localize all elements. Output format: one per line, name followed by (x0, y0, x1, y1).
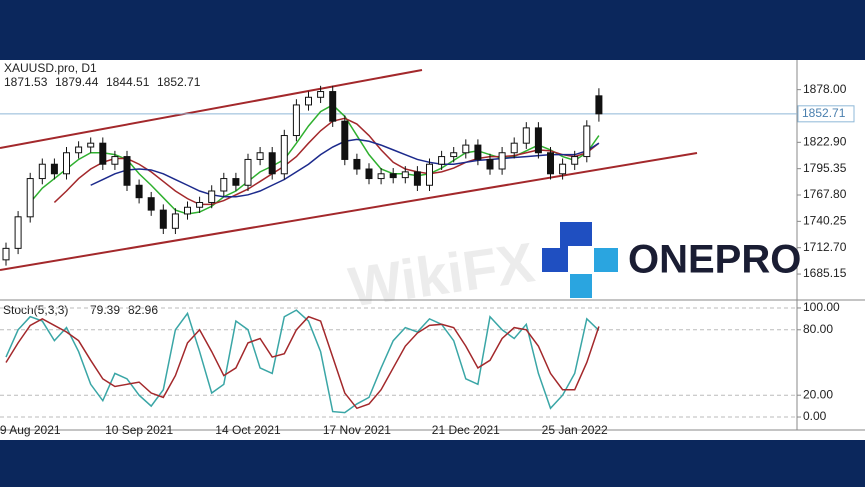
candle-body (280, 135, 288, 175)
y-tick-label: 1712.70 (803, 240, 847, 254)
candle-body (450, 152, 458, 158)
ohlc-header: 1871.53 1879.44 1844.51 1852.71 (4, 75, 201, 89)
candle-body (256, 152, 264, 160)
x-tick-label: 25 Jan 2022 (542, 423, 608, 437)
candle-body (2, 247, 10, 261)
candle-body (317, 91, 325, 98)
candle-body (196, 201, 204, 208)
channel-lower (0, 152, 698, 271)
ohlc-low: 1844.51 (106, 75, 150, 89)
y-tick-label: 1767.80 (803, 187, 847, 201)
candle-body (63, 152, 70, 175)
y-tick-label: 1878.00 (803, 82, 847, 96)
candle-body (341, 120, 349, 160)
x-tick-label: 14 Oct 2021 (215, 423, 281, 437)
y-tick-label: 80.00 (803, 322, 833, 336)
y-tick-label: 1822.90 (803, 134, 847, 148)
candle-body (401, 171, 409, 179)
current-price-box (797, 105, 855, 123)
candle-body (135, 184, 143, 199)
candle-body (292, 104, 300, 137)
y-tick-label: 1795.35 (803, 161, 847, 175)
chart-title: XAUUSD.pro, D1 (4, 61, 97, 75)
candle-body (547, 152, 554, 175)
candle-body (389, 173, 397, 179)
candle-body (220, 178, 228, 192)
candle-body (38, 163, 46, 180)
candle-body (583, 125, 591, 158)
candle-body (184, 206, 191, 215)
y-tick-label: 1740.25 (803, 214, 847, 228)
y-tick-label: 0.00 (803, 409, 827, 423)
candle-body (75, 146, 83, 154)
candle-body (559, 163, 567, 175)
candle-body (26, 178, 34, 218)
ohlc-close: 1852.71 (157, 75, 201, 89)
candle-body (534, 127, 542, 154)
candle-body (244, 158, 252, 186)
x-tick-label: 17 Nov 2021 (323, 423, 391, 437)
candle-body (595, 95, 603, 115)
candle-body (353, 158, 361, 170)
candle-body (522, 127, 530, 144)
x-tick-label: 10 Sep 2021 (105, 423, 173, 437)
candle-body (111, 156, 119, 165)
indicator-line (5, 309, 600, 414)
candle-body (171, 213, 179, 229)
candle-body (87, 142, 95, 148)
candle-body (305, 96, 312, 106)
current-price-label: 1852.71 (802, 106, 846, 120)
candle-body (498, 152, 506, 170)
logo-square (570, 274, 592, 298)
indicator-line (53, 117, 600, 206)
candle-body (413, 171, 421, 186)
y-tick-label: 100.00 (803, 300, 840, 314)
candle-body (474, 144, 482, 160)
candle-body (365, 168, 373, 180)
y-tick-label: 20.00 (803, 387, 833, 401)
logo-icon (542, 222, 592, 272)
candle-body (268, 152, 276, 175)
candle-body (571, 156, 579, 165)
candle-body (14, 216, 22, 249)
bottom-band (0, 440, 865, 487)
top-band (0, 0, 865, 60)
plot: 1685.15 1712.70 1740.25 1767.80 1795.35 1822.… (0, 82, 855, 437)
candle-body (232, 178, 240, 186)
ohlc-open: 1871.53 (4, 75, 48, 89)
candle-body (377, 173, 385, 180)
candle-body (486, 158, 494, 170)
candle-body (462, 144, 470, 154)
x-tick-label: 9 Aug 2021 (0, 423, 61, 437)
candle-body (147, 197, 155, 211)
candle-body (123, 156, 131, 186)
indicator-line (5, 315, 600, 410)
y-tick-label: 1685.15 (803, 266, 847, 280)
candle-body (159, 209, 167, 229)
candle-body (438, 156, 446, 165)
candle-body (426, 163, 433, 186)
candle-body (50, 163, 58, 175)
logo-text: ONEPRO (628, 238, 801, 282)
stoch-d-value: 82.96 (128, 303, 158, 317)
candle-body (329, 91, 337, 122)
logo-square (594, 248, 618, 272)
stoch-k-value: 79.39 (90, 303, 120, 317)
logo: ONEPRO (542, 222, 801, 298)
stoch-title: Stoch(5,3,3) (3, 303, 68, 317)
candle-body (99, 142, 107, 165)
x-tick-label: 21 Dec 2021 (432, 423, 500, 437)
candle-body (208, 190, 216, 203)
candle-body (510, 142, 518, 154)
ohlc-high: 1879.44 (55, 75, 99, 89)
channel-upper (0, 69, 423, 149)
chart-area (0, 60, 865, 440)
